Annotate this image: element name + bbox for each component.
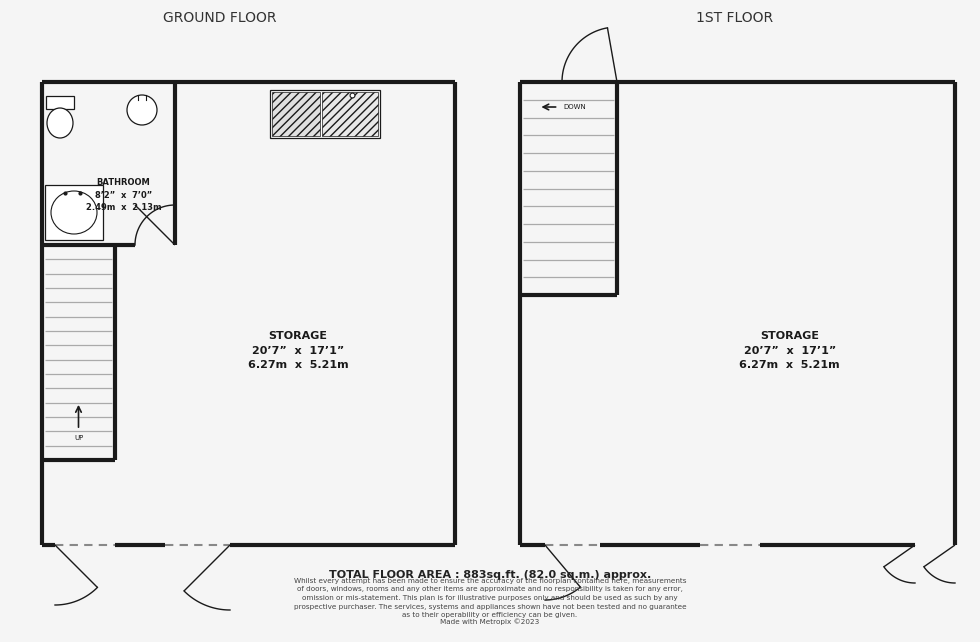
Bar [46, 96, 74, 109]
Text: Whilst every attempt has been made to ensure the accuracy of the floorplan conta: Whilst every attempt has been made to en… [294, 578, 686, 618]
Bar [270, 90, 380, 138]
Text: TOTAL FLOOR AREA : 883sq.ft. (82.0 sq.m.) approx.: TOTAL FLOOR AREA : 883sq.ft. (82.0 sq.m.… [329, 570, 651, 580]
Text: STORAGE
20’7”  x  17’1”
6.27m  x  5.21m: STORAGE 20’7” x 17’1” 6.27m x 5.21m [248, 331, 348, 370]
Text: UP: UP [74, 435, 83, 441]
Text: Made with Metropix ©2023: Made with Metropix ©2023 [440, 618, 540, 625]
Text: GROUND FLOOR: GROUND FLOOR [164, 11, 276, 25]
Text: DOWN: DOWN [564, 104, 586, 110]
Ellipse shape [47, 108, 73, 138]
Ellipse shape [51, 191, 97, 234]
Bar [322, 92, 378, 136]
Text: STORAGE
20’7”  x  17’1”
6.27m  x  5.21m: STORAGE 20’7” x 17’1” 6.27m x 5.21m [739, 331, 840, 370]
Bar [45, 185, 103, 240]
Ellipse shape [127, 95, 157, 125]
Text: BATHROOM
8’2”  x  7’0”
2.49m  x  2.13m: BATHROOM 8’2” x 7’0” 2.49m x 2.13m [85, 178, 162, 212]
Text: 1ST FLOOR: 1ST FLOOR [697, 11, 773, 25]
Bar [272, 92, 320, 136]
